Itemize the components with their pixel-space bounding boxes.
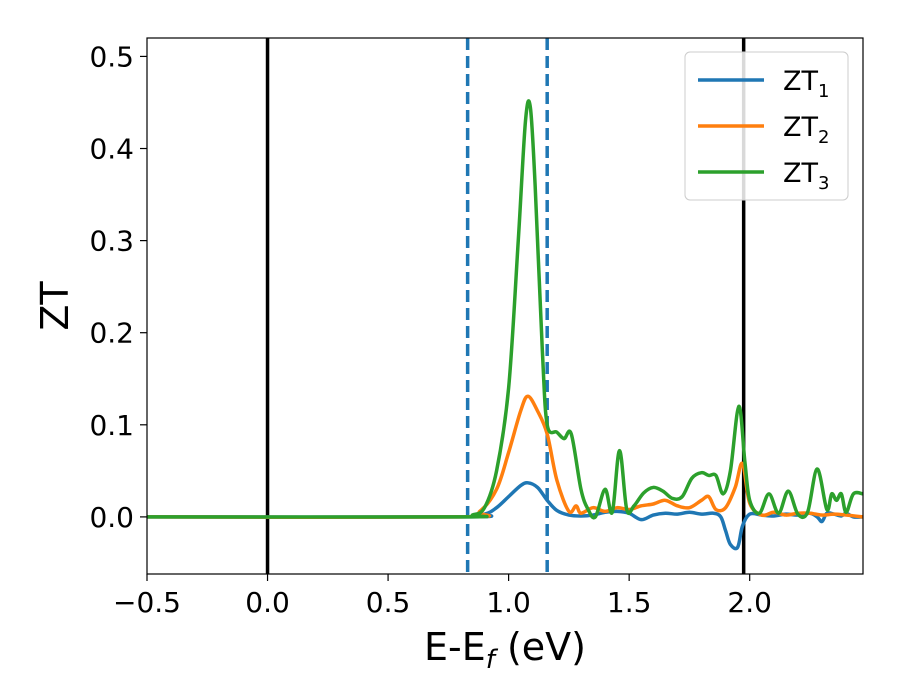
x-axis-title: E-Ef (eV)	[424, 625, 586, 675]
series-line-3	[147, 99, 863, 520]
x-tick-label: 2.0	[727, 586, 772, 619]
y-axis-ticks: 0.0 0.1 0.2 0.3 0.4 0.5	[89, 40, 147, 534]
y-tick-label: 0.1	[89, 409, 134, 442]
legend-label-3: ZT3	[783, 158, 829, 194]
y-tick-label: 0.4	[89, 133, 134, 166]
x-axis-title-unit: (eV)	[495, 625, 586, 669]
x-axis-title-main: E-E	[424, 625, 486, 669]
y-tick-label: 0.5	[89, 40, 134, 73]
series-line-2	[147, 394, 863, 520]
series-line-1	[147, 481, 863, 551]
reference-lines	[265, 38, 746, 574]
legend-label-main: ZT	[783, 158, 818, 189]
y-tick-label: 0.2	[89, 317, 134, 350]
legend-box	[684, 51, 849, 201]
legend-label-sub: 1	[818, 81, 829, 102]
x-tick-label: −0.5	[113, 586, 181, 619]
series-lines	[147, 99, 863, 551]
y-tick-label: 0.0	[89, 501, 134, 534]
legend-label-1: ZT1	[783, 66, 829, 102]
x-tick-label: 1.5	[607, 586, 652, 619]
legend-label-sub: 2	[818, 127, 829, 148]
y-tick-label: 0.3	[89, 225, 134, 258]
legend-label-2: ZT2	[783, 112, 829, 148]
legend-label-sub: 3	[818, 173, 829, 194]
x-tick-label: 0.0	[245, 586, 290, 619]
legend-label-main: ZT	[783, 112, 818, 143]
legend-label-main: ZT	[783, 66, 818, 97]
x-tick-label: 0.5	[366, 586, 411, 619]
x-tick-label: 1.0	[486, 586, 531, 619]
x-axis-ticks: −0.5 0.0 0.5 1.0 1.5 2.0	[113, 574, 772, 619]
y-axis-title: ZT	[33, 281, 77, 331]
plot-frame	[146, 37, 864, 575]
